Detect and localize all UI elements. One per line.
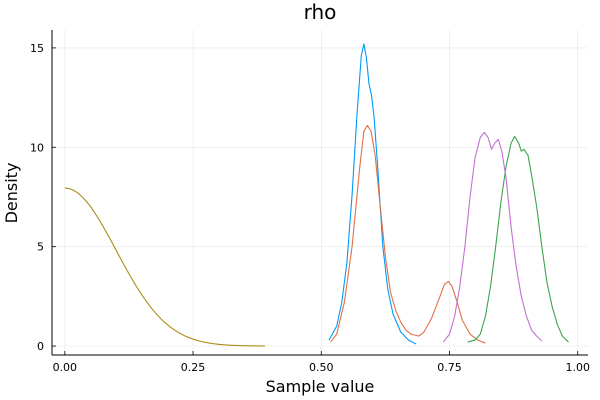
x-tick-label: 0.50 <box>309 361 334 374</box>
y-tick-label: 15 <box>30 42 44 55</box>
series-line-3 <box>467 135 569 343</box>
y-axis-label: Density <box>2 163 21 224</box>
series-line-5 <box>64 187 265 347</box>
y-tick-label: 0 <box>37 340 44 353</box>
series-layer <box>64 43 569 347</box>
x-tick-label: 0.75 <box>437 361 462 374</box>
x-tick-label: 0.25 <box>181 361 206 374</box>
axes <box>51 30 588 356</box>
x-tick-label: 0.00 <box>53 361 78 374</box>
series-line-2 <box>330 124 486 344</box>
grid <box>52 30 588 355</box>
series-line-1 <box>328 43 417 345</box>
tick-labels: 0.00 0.25 0.50 0.75 1.00 0 5 10 15 <box>30 42 590 374</box>
chart-title: rho <box>304 0 337 24</box>
y-tick-label: 10 <box>30 141 44 154</box>
y-tick-label: 5 <box>37 241 44 254</box>
x-tick-label: 1.00 <box>565 361 590 374</box>
series-line-4 <box>442 131 543 343</box>
x-axis-label: Sample value <box>266 377 375 396</box>
